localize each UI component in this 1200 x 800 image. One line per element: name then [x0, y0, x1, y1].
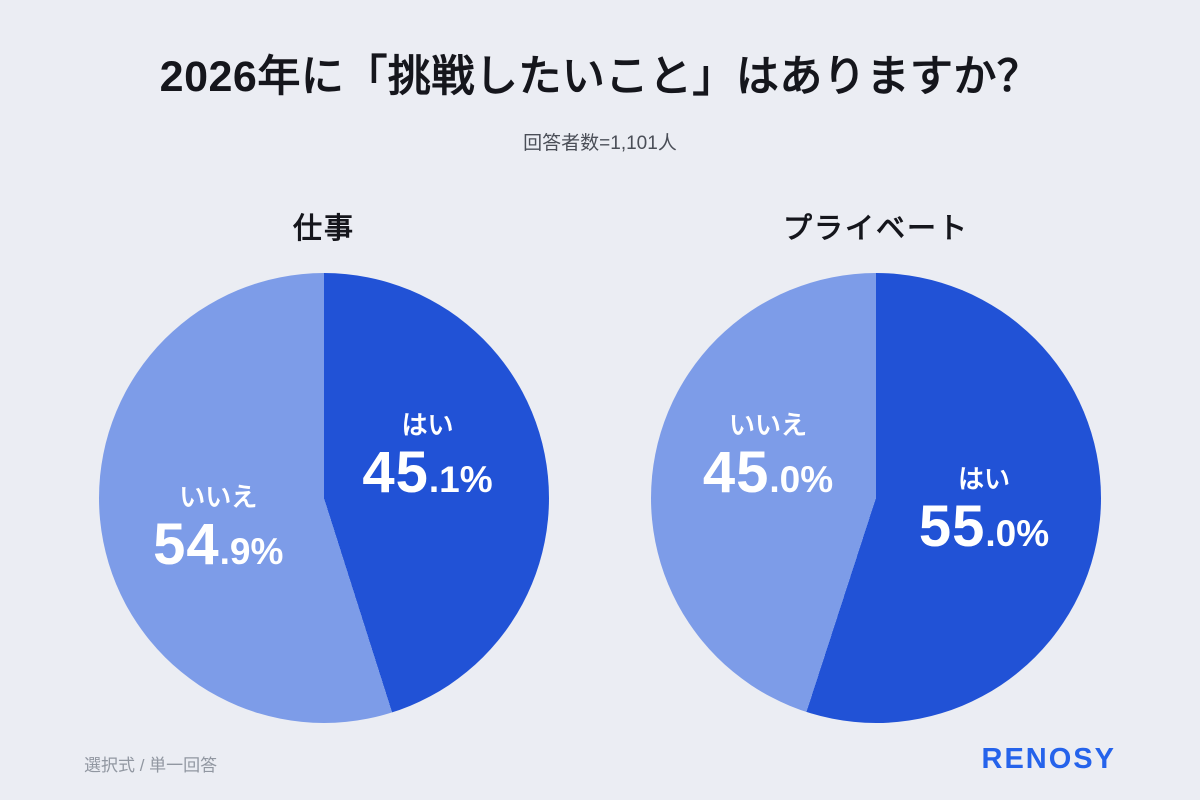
- chart-work: 仕事 はい 45.1% いいえ 54.9%: [98, 205, 550, 723]
- slice-name: はい: [957, 463, 1010, 494]
- pie-chart: [651, 273, 1101, 723]
- slice-percent: 45.0%: [702, 439, 834, 505]
- footer: 選択式 / 単一回答 RENOSY: [0, 743, 1200, 776]
- slice-label-no: いいえ 45.0%: [703, 410, 833, 504]
- chart-private: プライベート いいえ 45.0% はい 55.0%: [650, 205, 1102, 723]
- percent-integer: 55: [918, 493, 986, 559]
- percent-fraction: .0%: [985, 512, 1050, 554]
- percent-fraction: .0%: [769, 458, 834, 500]
- slice-percent: 54.9%: [153, 511, 284, 577]
- pie-wrap: いいえ 45.0% はい 55.0%: [651, 273, 1101, 723]
- chart-title: プライベート: [782, 213, 969, 245]
- percent-fraction: .9%: [219, 530, 284, 572]
- percent-fraction: .1%: [428, 458, 493, 500]
- slice-label-yes: はい 55.0%: [919, 464, 1049, 558]
- percent-integer: 45: [702, 439, 770, 505]
- slice-percent: 45.1%: [362, 439, 493, 505]
- slice-name: いいえ: [179, 481, 258, 512]
- page-title: 2026年に「挑戦したいこと」はありますか？: [159, 53, 1041, 101]
- charts-row: 仕事 はい 45.1% いいえ 54.9% プライベート いいえ 45.0%: [0, 205, 1200, 723]
- slice-label-yes: はい 45.1%: [362, 410, 492, 504]
- percent-integer: 45: [362, 439, 429, 505]
- pie-chart: [99, 273, 549, 723]
- percent-integer: 54: [153, 511, 220, 577]
- slice-percent: 55.0%: [918, 493, 1050, 559]
- renosy-logo: RENOSY: [981, 743, 1116, 775]
- slice-name: はい: [401, 409, 454, 440]
- survey-method-note: 選択式 / 単一回答: [84, 756, 218, 775]
- slice-name: いいえ: [728, 409, 807, 440]
- header: 2026年に「挑戦したいこと」はありますか？ 回答者数=1,101人: [0, 0, 1200, 155]
- slice-label-no: いいえ 54.9%: [153, 482, 283, 576]
- chart-title: 仕事: [292, 213, 355, 245]
- respondent-count: 回答者数=1,101人: [523, 133, 677, 154]
- pie-wrap: はい 45.1% いいえ 54.9%: [99, 273, 549, 723]
